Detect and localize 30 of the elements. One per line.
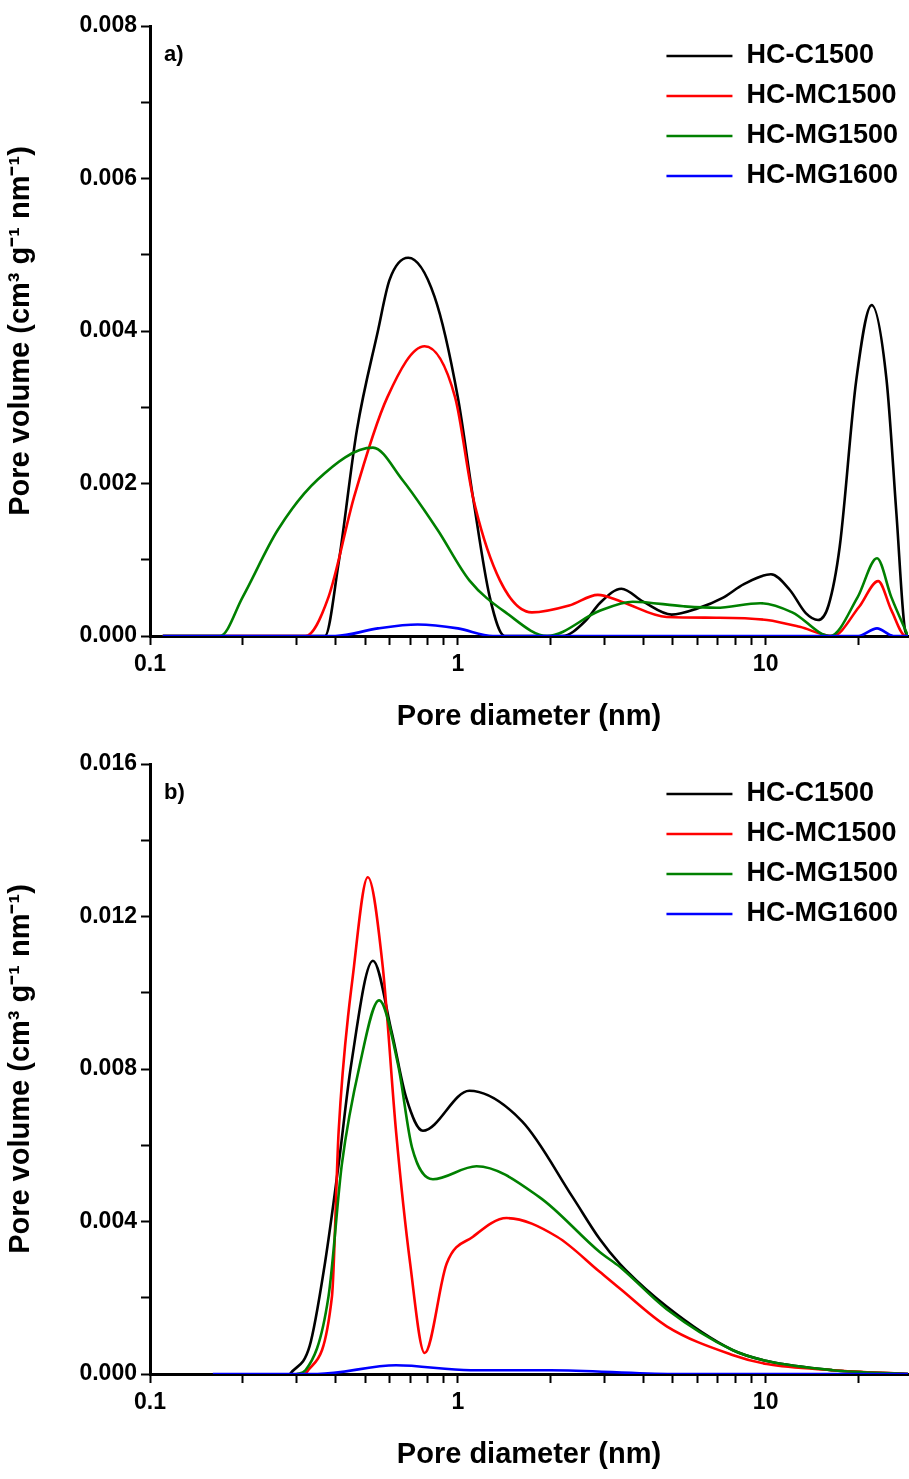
x-axis-title: Pore diameter (nm) — [396, 1436, 662, 1469]
legend-label: HC-MG1500 — [746, 119, 898, 150]
legend-label: HC-C1500 — [746, 777, 875, 808]
legend-label: HC-MC1500 — [746, 817, 897, 848]
x-axis-title: Pore diameter (nm) — [396, 698, 662, 731]
x-tick-label: 10 — [752, 650, 779, 677]
x-tick-label: 0.1 — [134, 650, 167, 677]
text: a) — [164, 41, 184, 67]
x-tick-label: 0.1 — [134, 1388, 167, 1415]
legend-label: HC-MG1600 — [746, 897, 898, 928]
y-tick-label: 0.004 — [79, 316, 138, 343]
y-axis-title: Pore volume (cm³ g⁻¹ nm⁻¹) — [3, 146, 36, 516]
x-tick-label: 10 — [752, 1388, 779, 1415]
y-tick-label: 0.016 — [79, 749, 137, 776]
y-tick-label: 0.000 — [79, 1359, 137, 1386]
y-axis-title: Pore volume (cm³ g⁻¹ nm⁻¹) — [3, 884, 36, 1254]
y-tick-label: 0.008 — [79, 11, 138, 38]
legend-label: HC-MG1500 — [746, 857, 898, 888]
text: b) — [164, 779, 185, 805]
legend-label: HC-MC1500 — [746, 79, 897, 110]
y-tick-label: 0.012 — [79, 901, 137, 928]
legend-label: HC-C1500 — [746, 39, 875, 70]
y-tick-label: 0.008 — [79, 1054, 138, 1081]
y-tick-label: 0.000 — [79, 621, 137, 648]
y-tick-label: 0.002 — [79, 468, 137, 495]
y-tick-label: 0.004 — [79, 1206, 138, 1233]
legend-label: HC-MG1600 — [746, 159, 898, 190]
y-tick-label: 0.006 — [79, 163, 137, 190]
x-tick-label: 1 — [451, 1388, 465, 1415]
x-tick-label: 1 — [451, 650, 465, 677]
